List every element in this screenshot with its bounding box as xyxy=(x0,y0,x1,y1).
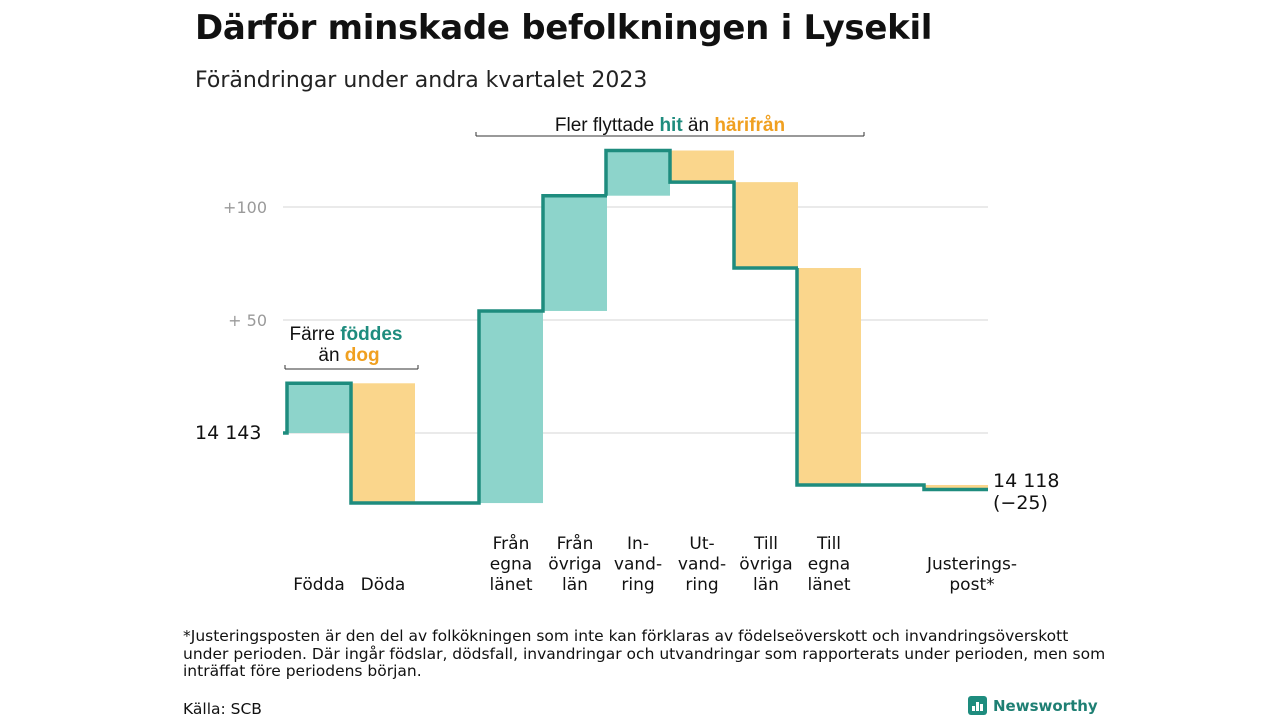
end-value-label: 14 118 xyxy=(993,470,1059,492)
source-label: Källa: SCB xyxy=(183,700,262,718)
bar xyxy=(734,182,798,269)
category-label: vand- xyxy=(678,555,726,575)
y-tick-label: + 50 xyxy=(228,311,267,330)
y-tick-label: +100 xyxy=(223,198,267,217)
bar xyxy=(351,383,415,504)
category-label: Justerings- xyxy=(926,555,1017,575)
category-label: Födda xyxy=(293,575,345,595)
category-label: Till xyxy=(816,534,841,554)
category-label: övriga xyxy=(739,555,792,575)
births-annotation-foddes: föddes xyxy=(340,324,402,345)
category-label: post* xyxy=(949,575,994,595)
category-label: egna xyxy=(490,555,532,575)
category-label: länet xyxy=(807,575,850,595)
newsworthy-logo-icon xyxy=(968,696,987,715)
bar xyxy=(606,150,670,196)
category-labels: Födda DödaFrånegnalänetFrånövrigalänIn-va… xyxy=(293,533,1017,595)
step-line xyxy=(283,148,988,505)
svg-text:Färre föddes: Färre föddes xyxy=(290,324,403,345)
category-label: In- xyxy=(627,534,649,554)
bar xyxy=(479,310,543,504)
migration-annotation-hit: hit xyxy=(659,115,683,136)
category-label: vand- xyxy=(614,555,662,575)
svg-text:Fler flyttade hit än härifrån: Fler flyttade hit än härifrån xyxy=(555,115,785,136)
migration-annotation-harifran: härifrån xyxy=(714,115,785,136)
newsworthy-logo: Newsworthy xyxy=(968,696,1098,715)
category-label: Till xyxy=(753,534,778,554)
end-change-label: (−25) xyxy=(993,492,1048,514)
category-label: ring xyxy=(621,575,654,595)
category-label: länet xyxy=(489,575,532,595)
waterfall-chart: + 50+100 Födda DödaFrånegnalänetFrånövrig… xyxy=(195,115,1059,595)
births-annotation-text: Färre xyxy=(290,324,341,345)
bars xyxy=(287,150,988,504)
chart-title: Därför minskade befolkningen i Lysekil xyxy=(195,8,933,48)
bar xyxy=(543,195,607,311)
category-label: ring xyxy=(685,575,718,595)
newsworthy-logo-text: Newsworthy xyxy=(993,696,1098,715)
births-annotation-dog: dog xyxy=(345,345,380,366)
category-label: Från xyxy=(493,533,530,554)
migration-annotation-mid: än xyxy=(683,115,715,136)
category-label: Döda xyxy=(361,575,406,595)
births-annotation-text-2: än xyxy=(318,345,344,366)
bar xyxy=(670,150,734,183)
bar xyxy=(924,484,988,490)
chart-subtitle: Förändringar under andra kvartalet 2023 xyxy=(195,68,648,93)
footnote: *Justeringsposten är den del av folkökni… xyxy=(183,627,1106,680)
category-label: län xyxy=(753,575,779,595)
svg-text:än dog: än dog xyxy=(318,345,379,366)
migration-annotation-text: Fler flyttade xyxy=(555,115,660,136)
births-annotation: Färre föddes än dog xyxy=(284,324,419,370)
y-axis-ticks: + 50 +100 xyxy=(223,198,267,330)
start-value-label: 14 143 xyxy=(195,422,261,444)
bar xyxy=(797,268,861,485)
bar xyxy=(287,383,351,433)
category-label: län xyxy=(562,575,588,595)
step-line-path xyxy=(283,148,988,505)
category-label: Ut- xyxy=(689,534,714,554)
migration-annotation: Fler flyttade hit än härifrån xyxy=(475,115,865,137)
category-label: övriga xyxy=(548,555,601,575)
category-label: egna xyxy=(808,555,850,575)
category-label: Från xyxy=(557,533,594,554)
